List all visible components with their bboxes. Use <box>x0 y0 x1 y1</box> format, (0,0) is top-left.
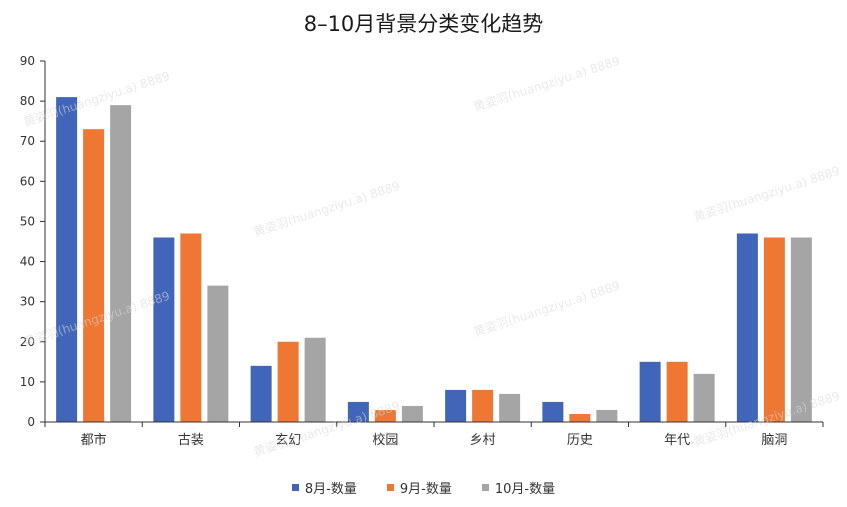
legend-item: 10月-数量 <box>481 478 556 497</box>
bar <box>56 97 78 422</box>
bar <box>83 129 105 422</box>
y-tick-label: 20 <box>20 335 35 349</box>
bar <box>639 361 661 422</box>
x-tick-label: 校园 <box>372 432 398 448</box>
bar <box>277 341 299 422</box>
bar <box>347 401 369 422</box>
bar <box>666 361 688 422</box>
y-tick-label: 30 <box>20 295 35 309</box>
bar <box>499 393 521 422</box>
bar <box>153 237 175 422</box>
bar <box>693 373 715 422</box>
bar <box>180 233 202 422</box>
bar <box>569 413 591 422</box>
legend-label: 10月-数量 <box>494 482 556 497</box>
bar <box>207 285 229 422</box>
legend: 8月-数量 9月-数量 10月-数量 <box>0 478 847 497</box>
chart-title: 8–10月背景分类变化趋势 <box>303 12 544 36</box>
x-tick-label: 玄幻 <box>275 433 301 448</box>
legend-item: 9月-数量 <box>386 478 452 497</box>
bar <box>472 389 494 422</box>
bar <box>445 389 467 422</box>
bar <box>542 401 564 422</box>
y-tick-label: 0 <box>27 415 35 429</box>
legend-label: 8月-数量 <box>304 482 357 497</box>
y-tick-label: 10 <box>20 375 35 389</box>
y-axis: 0 10 20 30 40 50 60 70 80 90 <box>20 54 46 429</box>
x-tick-label: 年代 <box>664 433 690 448</box>
y-tick-label: 50 <box>20 214 35 228</box>
legend-swatch <box>481 484 489 491</box>
legend-swatch <box>291 484 299 491</box>
bar <box>250 365 272 422</box>
y-tick-label: 90 <box>20 54 35 68</box>
x-axis: 都市 古装 玄幻 校园 乡村 历史 年代 脑洞 <box>44 421 824 448</box>
y-tick-label: 60 <box>20 174 35 188</box>
bar <box>790 237 812 422</box>
bars <box>56 97 812 422</box>
x-tick-label: 乡村 <box>470 433 496 448</box>
bar <box>596 409 618 422</box>
x-tick-label: 古装 <box>178 433 204 448</box>
y-tick-label: 40 <box>20 255 35 269</box>
bar <box>763 237 785 422</box>
bar <box>304 337 326 422</box>
legend-swatch <box>386 484 394 491</box>
x-tick-label: 都市 <box>81 432 107 448</box>
bar <box>401 405 423 422</box>
y-tick-label: 80 <box>20 94 35 108</box>
y-tick-label: 70 <box>20 134 35 148</box>
bar <box>736 233 758 422</box>
bar <box>374 409 396 422</box>
bar <box>110 105 132 422</box>
legend-label: 9月-数量 <box>399 482 452 497</box>
x-tick-label: 历史 <box>567 433 593 448</box>
legend-item: 8月-数量 <box>291 478 357 497</box>
x-tick-label: 脑洞 <box>761 433 787 448</box>
